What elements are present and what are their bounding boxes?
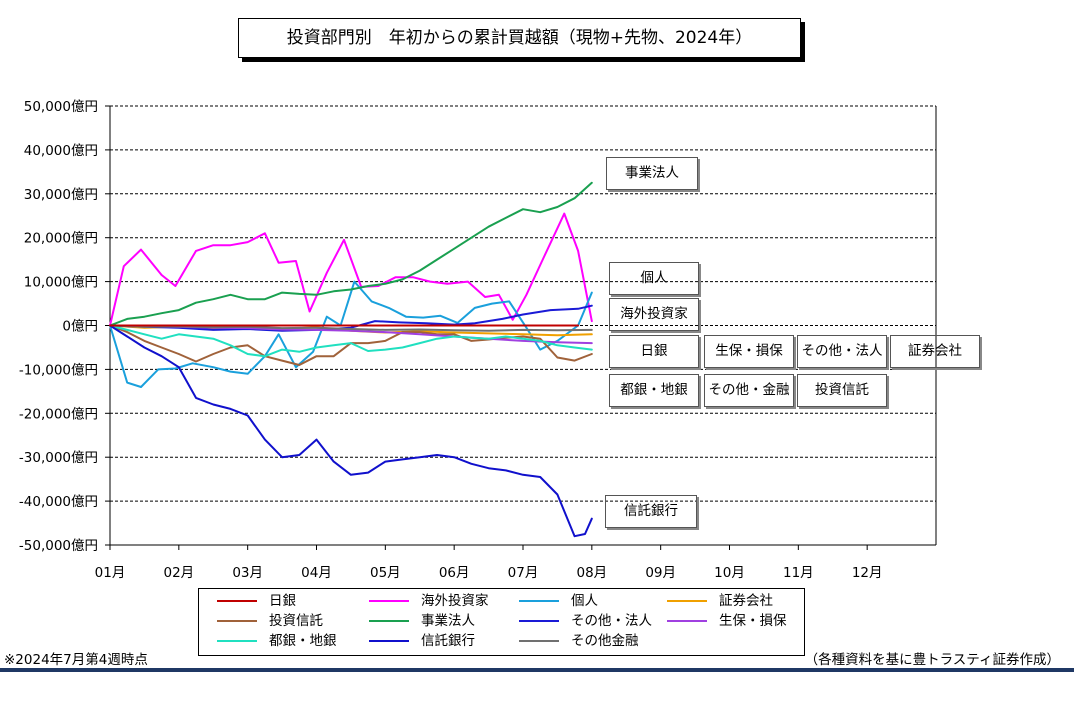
series-line-2: [109, 280, 593, 388]
x-tick-label: 08月: [576, 565, 607, 581]
annotation-sonota-kinyu: その他・金融: [704, 374, 794, 407]
annotation-label: 証券会社: [908, 343, 962, 359]
series-line-8: [109, 324, 593, 358]
x-tick-label: 03月: [232, 565, 263, 581]
annotation-kojin: 個人: [609, 262, 699, 295]
legend-label: 信託銀行: [421, 633, 475, 649]
x-tick-label: 04月: [301, 565, 332, 581]
x-tick-label: 05月: [370, 565, 401, 581]
annotation-sonota-hojin: その他・法人: [797, 335, 887, 368]
legend-item-sonota-hojin: その他・法人: [519, 611, 652, 631]
legend-item-shintaku: 信託銀行: [369, 631, 475, 651]
y-tick-label: 40,000億円: [24, 143, 98, 159]
x-tick-label: 09月: [645, 565, 676, 581]
y-tick-label: 0億円: [62, 319, 98, 335]
series-line-9: [109, 324, 593, 538]
series-line-6: [109, 304, 593, 332]
legend-label: 生保・損保: [719, 613, 787, 629]
annotation-shoken: 証券会社: [890, 335, 980, 368]
y-tick-label: -20,000億円: [19, 406, 98, 422]
chart-legend: 日銀 海外投資家 個人 証券会社 投資信託 事業法人 その他・法人 生保・損保 …: [198, 588, 805, 656]
annotation-togin: 都銀・地銀: [609, 374, 699, 407]
legend-swatch: [519, 640, 559, 642]
annotation-kaigai: 海外投資家: [609, 298, 699, 331]
annotation-nichigin: 日銀: [609, 335, 699, 368]
legend-label: 証券会社: [719, 593, 773, 609]
legend-swatch: [519, 620, 559, 622]
legend-swatch: [369, 600, 409, 602]
annotation-label: 海外投資家: [620, 306, 688, 322]
series-line-10: [109, 324, 593, 332]
x-tick-label: 10月: [714, 565, 745, 581]
x-tick-label: 07月: [508, 565, 539, 581]
annotation-label: 生保・損保: [715, 343, 783, 359]
annotation-label: 投資信託: [815, 382, 869, 398]
annotation-label: その他・法人: [801, 343, 883, 359]
legend-item-shoken: 証券会社: [667, 591, 773, 611]
annotation-seiho: 生保・損保: [704, 335, 794, 368]
legend-swatch: [667, 620, 707, 622]
legend-item-toshin: 投資信託: [217, 611, 323, 631]
y-tick-label: 30,000億円: [24, 187, 98, 203]
y-tick-label: -30,000億円: [19, 450, 98, 466]
legend-label: 日銀: [269, 593, 296, 609]
annotation-label: 日銀: [640, 343, 668, 359]
annotation-toshin: 投資信託: [797, 374, 887, 407]
legend-swatch: [217, 620, 257, 622]
legend-item-kojin: 個人: [519, 591, 598, 611]
annotation-label: 都銀・地銀: [620, 382, 688, 398]
legend-swatch: [217, 640, 257, 642]
legend-swatch: [519, 600, 559, 602]
legend-item-togin: 都銀・地銀: [217, 631, 337, 651]
annotation-label: 信託銀行: [624, 503, 678, 519]
y-tick-label: 10,000億円: [24, 275, 98, 291]
bottom-rule: [0, 668, 1074, 672]
annotation-label: 個人: [640, 270, 668, 286]
legend-item-sonota-kinyu: その他金融: [519, 631, 639, 651]
legend-item-kaigai: 海外投資家: [369, 591, 489, 611]
x-tick-label: 06月: [439, 565, 470, 581]
legend-label: 投資信託: [269, 613, 323, 629]
y-tick-label: -50,000億円: [19, 538, 98, 554]
legend-label: その他・法人: [571, 613, 652, 629]
chart-title: 投資部門別 年初からの累計買越額（現物+先物、2024年）: [238, 18, 801, 58]
legend-label: 海外投資家: [421, 593, 489, 609]
y-tick-label: 20,000億円: [24, 231, 98, 247]
legend-item-seiho: 生保・損保: [667, 611, 787, 631]
annotation-jigyo-hojin: 事業法人: [606, 157, 698, 190]
source-note: （各種資料を基に豊トラスティ証券作成）: [804, 652, 1060, 668]
legend-item-nichigin: 日銀: [217, 591, 296, 611]
x-tick-label: 12月: [852, 565, 883, 581]
x-tick-label: 01月: [95, 565, 126, 581]
legend-swatch: [369, 640, 409, 642]
y-tick-label: -40,000億円: [19, 494, 98, 510]
x-tick-label: 11月: [783, 565, 814, 581]
x-tick-label: 02月: [163, 565, 194, 581]
legend-label: 都銀・地銀: [269, 633, 337, 649]
legend-label: 事業法人: [421, 613, 475, 629]
y-tick-label: 50,000億円: [24, 99, 98, 115]
y-tick-label: -10,000億円: [19, 362, 98, 378]
footnote: ※2024年7月第4週時点: [4, 652, 148, 668]
annotation-label: 事業法人: [625, 165, 679, 181]
annotation-label: その他・金融: [708, 382, 790, 398]
legend-item-jigyo: 事業法人: [369, 611, 475, 631]
legend-swatch: [217, 600, 257, 602]
legend-swatch: [667, 600, 707, 602]
legend-label: その他金融: [571, 633, 639, 649]
annotation-shintaku: 信託銀行: [605, 495, 697, 528]
legend-label: 個人: [571, 593, 598, 609]
legend-swatch: [369, 620, 409, 622]
series-line-5: [109, 181, 593, 327]
